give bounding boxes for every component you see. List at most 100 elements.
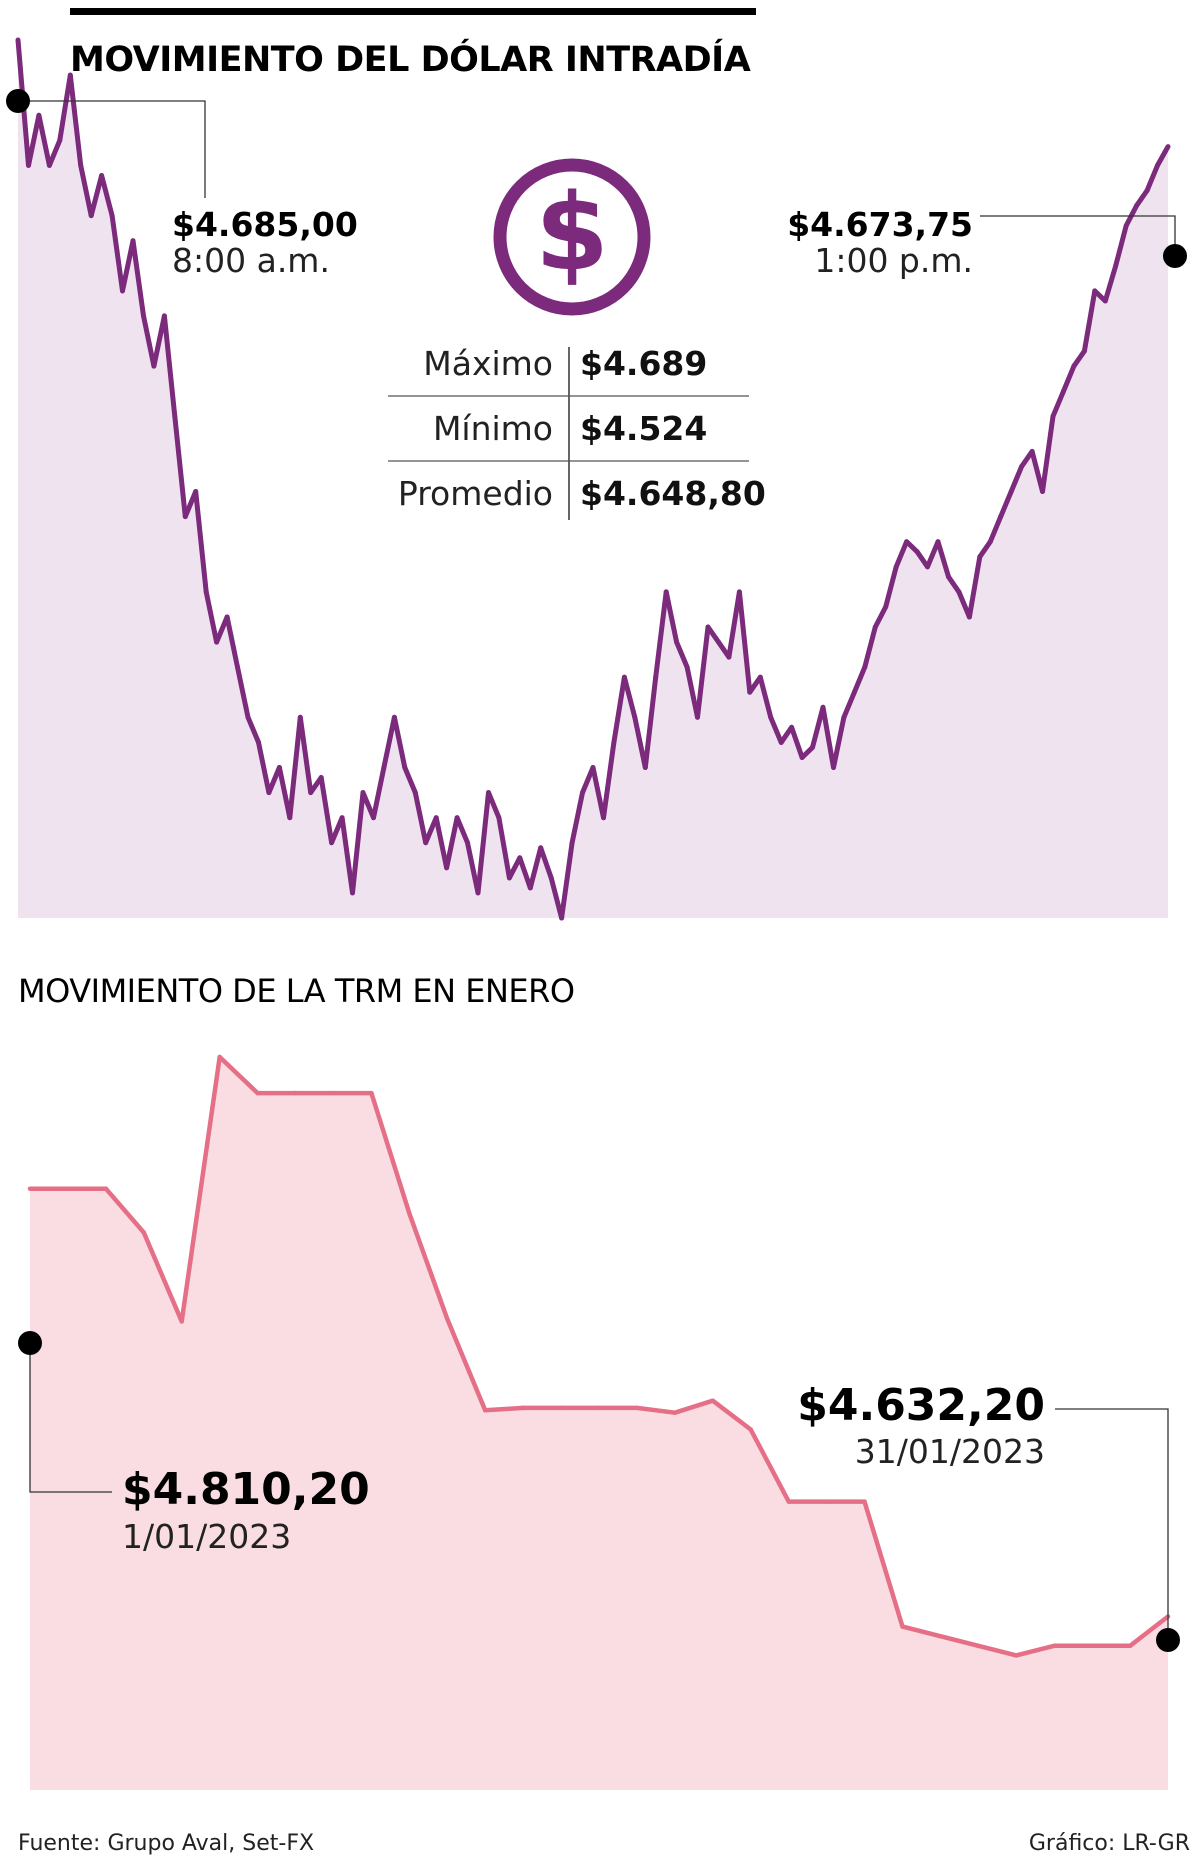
intraday-line-segment (339, 815, 355, 896)
callout-value-end: $4.673,75 (787, 205, 973, 244)
intraday-line-segment (736, 589, 753, 695)
intraday-line-segment (569, 790, 585, 846)
stat-value-avg: $4.648,80 (580, 474, 766, 513)
intraday-line-segment (883, 564, 899, 610)
intraday-line-segment (663, 589, 680, 645)
intraday-line-segment (193, 489, 209, 595)
trm-line-segment (103, 1186, 147, 1235)
intraday-line-segment (527, 845, 544, 891)
trm-callout-end: $4.632,20 31/01/2023 (797, 1380, 1180, 1652)
trm-line-segment (369, 1090, 412, 1216)
intraday-line-segment (26, 112, 42, 168)
dollar-circle-icon: $ (493, 158, 651, 316)
callout-value-start: $4.685,00 (172, 205, 358, 244)
intraday-line-segment (1144, 162, 1160, 193)
intraday-line-segment (601, 739, 617, 821)
intraday-chart (15, 37, 1171, 921)
intraday-line-segment (1081, 288, 1098, 354)
intraday-line-segment (935, 539, 951, 580)
stat-label-min: Mínimo (433, 409, 553, 448)
trm-callout-start: $4.810,20 1/01/2023 (18, 1331, 370, 1556)
trm-line-segment (217, 1054, 260, 1096)
intraday-line-segment (46, 137, 63, 168)
intraday-line-segment (1113, 223, 1129, 269)
intraday-line-segment (632, 714, 648, 770)
trm-line-segment (1014, 1643, 1057, 1658)
trm-line-segment (862, 1499, 905, 1629)
intraday-line-segment (841, 689, 857, 720)
callout-label-trm-start: 1/01/2023 (122, 1517, 291, 1556)
intraday-line-segment (381, 714, 397, 770)
trm-line-segment (938, 1633, 981, 1649)
trm-line-segment (1127, 1614, 1171, 1649)
callout-value-trm-end: $4.632,20 (797, 1380, 1045, 1431)
trm-line-segment (407, 1210, 450, 1322)
intraday-line-segment (1029, 448, 1045, 494)
intraday-line-segment (78, 162, 94, 219)
callout-point-start (6, 89, 30, 113)
intraday-line-segment (768, 714, 784, 745)
trm-line-segment (710, 1398, 753, 1432)
intraday-line-segment (914, 549, 930, 570)
intraday-line-segment (1061, 363, 1077, 394)
intraday-line-segment (621, 674, 638, 720)
intraday-line-segment (371, 765, 387, 821)
intraday-line-segment (559, 840, 575, 921)
stats-table: Máximo $4.689 Mínimo $4.524 Promedio $4.… (388, 344, 766, 520)
intraday-line-segment (57, 72, 73, 143)
intraday-line-segment (925, 539, 941, 570)
intraday-line-segment (266, 765, 282, 796)
intraday-line-segment (820, 704, 836, 770)
stat-value-min: $4.524 (580, 409, 707, 448)
callout-label-trm-end: 31/01/2023 (855, 1432, 1045, 1471)
callout-value-trm-start: $4.810,20 (122, 1464, 370, 1515)
intraday-line-segment (67, 72, 84, 168)
trm-line-segment (976, 1643, 1019, 1658)
trm-line-segment (900, 1624, 943, 1639)
intraday-line-segment (203, 589, 220, 645)
intraday-line-segment (224, 614, 240, 670)
intraday-line-segment (88, 173, 105, 219)
intraday-line-segment (465, 840, 481, 896)
trm-line-segment (634, 1405, 678, 1415)
intraday-line-segment (36, 112, 52, 168)
intraday-line-segment (256, 739, 272, 796)
trm-area (30, 1057, 1168, 1790)
intraday-line-segment (1134, 188, 1150, 209)
intraday-line-segment (1040, 413, 1056, 494)
intraday-line-segment (172, 413, 188, 520)
intraday-line-segment (161, 313, 178, 419)
intraday-line-segment (444, 815, 460, 871)
intraday-line-segment (1008, 464, 1025, 494)
callout-label-start: 8:00 a.m. (172, 241, 330, 280)
intraday-line-segment (1102, 263, 1119, 304)
intraday-line-segment (757, 674, 774, 720)
intraday-line-segment (674, 639, 690, 670)
intraday-callout-start: $4.685,00 8:00 a.m. (6, 89, 358, 280)
intraday-line-segment (214, 614, 230, 645)
trm-line-segment (672, 1398, 716, 1415)
intraday-line-segment (141, 313, 157, 369)
intraday-line-segment (360, 790, 376, 821)
intraday-line-segment (810, 704, 826, 750)
intraday-line-segment (433, 815, 450, 871)
intraday-line-segment (977, 539, 993, 560)
stat-label-max: Máximo (423, 344, 553, 383)
intraday-line-segment (475, 790, 491, 896)
intraday-line-segment (1155, 144, 1171, 168)
trm-line-segment (482, 1405, 526, 1413)
intraday-line-segment (705, 624, 721, 645)
intraday-line-segment (486, 790, 502, 821)
intraday-line-segment (538, 845, 554, 881)
callout-point-start (18, 1331, 42, 1355)
intraday-line-segment (611, 674, 627, 745)
intraday-callout-end: $4.673,75 1:00 p.m. (787, 205, 1187, 280)
intraday-line-segment (423, 815, 439, 846)
intraday-line-segment (287, 714, 303, 821)
trm-chart (27, 1054, 1171, 1790)
intraday-line-segment (151, 313, 167, 369)
chart-2-title: MOVIMIENTO DE LA TRM EN ENERO (18, 972, 575, 1010)
intraday-line-segment (789, 724, 805, 760)
intraday-line-segment (350, 790, 366, 896)
